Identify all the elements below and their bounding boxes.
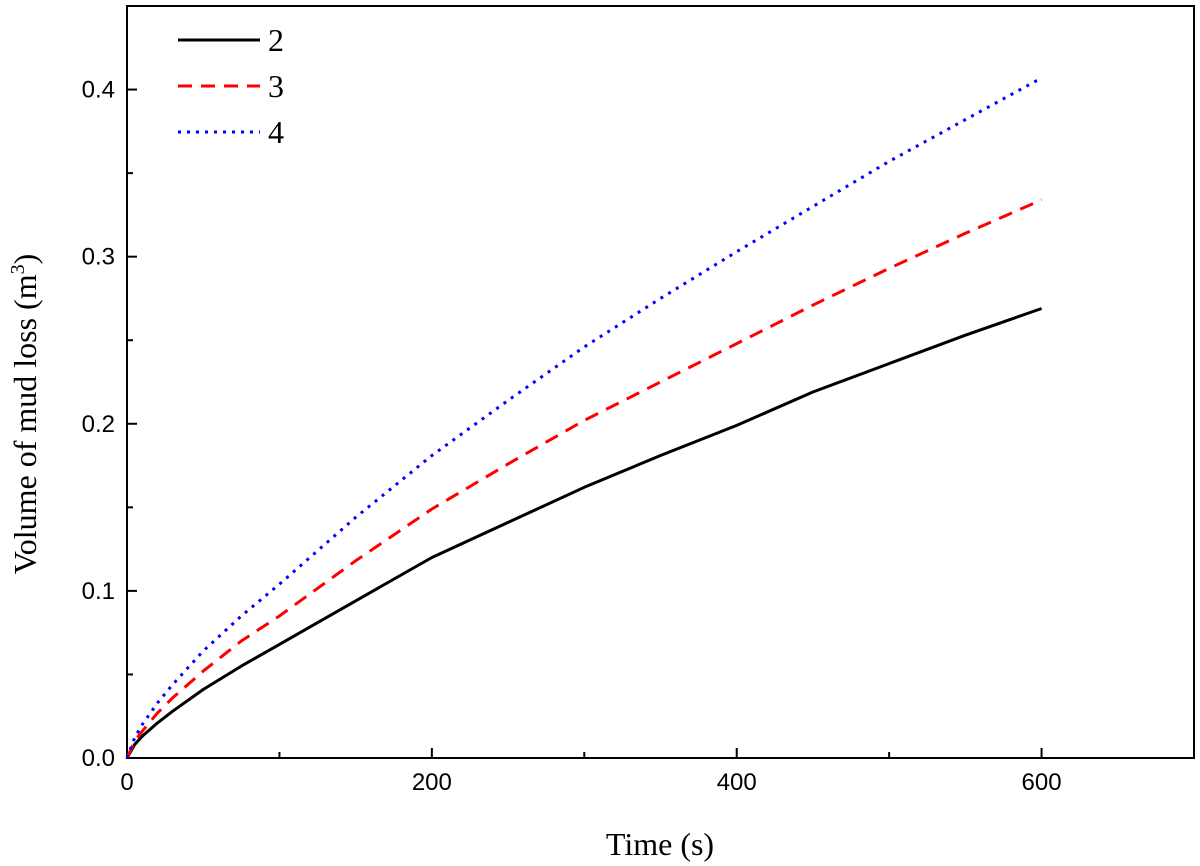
series-line-2 bbox=[125, 307, 1043, 759]
legend-label-2: 2 bbox=[268, 22, 284, 58]
series-line-3 bbox=[125, 198, 1043, 759]
y-tick-label: 0.1 bbox=[82, 578, 115, 605]
y-axis-title: Volume of mud loss (m3) bbox=[7, 254, 43, 575]
series-line-4 bbox=[125, 76, 1043, 759]
legend-label-3: 3 bbox=[268, 68, 284, 104]
x-tick-label: 600 bbox=[1022, 769, 1062, 796]
series-lines bbox=[125, 76, 1043, 759]
y-tick-label: 0.2 bbox=[82, 411, 115, 438]
y-axis-title-main: Volume of mud loss (m bbox=[7, 274, 43, 574]
legend-label-4: 4 bbox=[268, 114, 284, 150]
axis-ticks bbox=[126, 88, 1043, 759]
x-tick-label: 0 bbox=[120, 769, 133, 796]
y-axis-title-superscript: 3 bbox=[7, 264, 29, 274]
x-axis-title: Time (s) bbox=[606, 826, 714, 862]
x-tick-label: 400 bbox=[717, 769, 757, 796]
y-tick-label: 0.0 bbox=[82, 745, 115, 772]
x-tick-label: 200 bbox=[412, 769, 452, 796]
y-axis-title-suffix: ) bbox=[7, 254, 43, 265]
legend: 2 3 4 bbox=[178, 22, 284, 150]
plot-frame bbox=[126, 5, 1195, 759]
axis-tick-labels: 0 200 400 600 0.0 0.1 0.2 0.3 0.4 bbox=[82, 77, 1062, 796]
y-tick-label: 0.4 bbox=[82, 77, 115, 104]
y-tick-label: 0.3 bbox=[82, 244, 115, 271]
